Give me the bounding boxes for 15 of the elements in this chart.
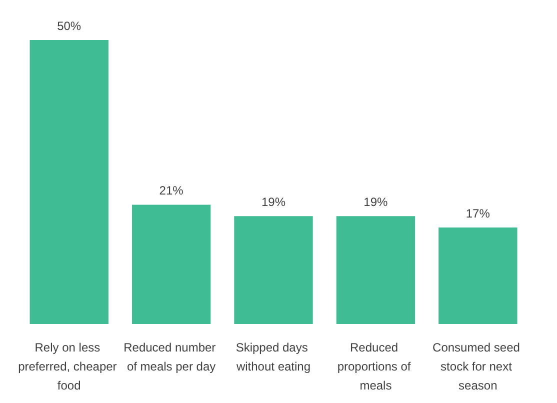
- x-tick-label: Consumed seed stock for next season: [432, 340, 524, 392]
- data-label: 19%: [364, 195, 388, 210]
- x-tick-label: Reduced number of meals per day: [124, 340, 219, 374]
- bar: [132, 204, 211, 324]
- data-label: 17%: [466, 206, 490, 220]
- data-label: 21%: [159, 184, 184, 198]
- bar: [438, 227, 518, 324]
- bar: [336, 216, 416, 324]
- x-tick-label: Rely on less preferred, cheaper food: [18, 340, 120, 392]
- data-label: 50%: [57, 19, 82, 33]
- x-tick-label: Skipped days without eating: [235, 340, 312, 374]
- bar: [30, 40, 108, 324]
- bar: [234, 216, 313, 324]
- x-tick-label: Reduced proportions of meals: [337, 340, 414, 392]
- data-label: 19%: [261, 195, 286, 210]
